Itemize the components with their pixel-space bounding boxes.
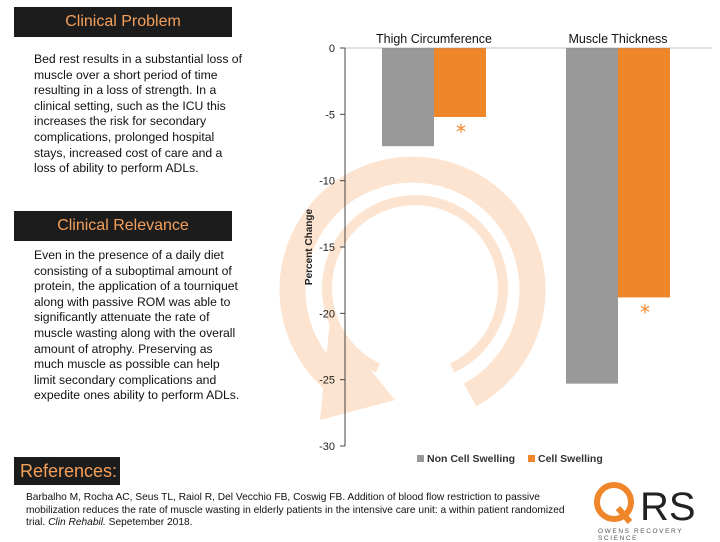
y-tick-label: -30	[319, 441, 335, 453]
clinical-problem-text: Bed rest results in a substantial loss o…	[34, 52, 242, 176]
significance-marker: *	[456, 120, 466, 144]
clinical-relevance-text: Even in the presence of a daily diet con…	[34, 248, 240, 403]
clinical-problem-header: Clinical Problem	[14, 7, 232, 37]
plot-area: 0 -5 -10 -15 -20 -25 -30 Percent Change Thigh Ci…	[304, 32, 712, 465]
significance-marker: *	[640, 300, 650, 324]
logo-q-icon	[594, 482, 634, 524]
y-tick-label: -5	[325, 109, 335, 121]
bar-non-cell-0	[382, 48, 434, 147]
reference-citation: Barbalho M, Rocha AC, Seus TL, Raiol R, …	[26, 492, 586, 530]
legend-label: Non Cell Swelling	[427, 453, 515, 465]
y-tick-label: -10	[319, 176, 335, 188]
logo-letters: RS	[640, 485, 696, 529]
category-label: Thigh Circumference	[376, 32, 492, 46]
references-header: References:	[14, 457, 120, 485]
y-tick-label: -25	[319, 375, 335, 387]
logo-subtitle: OWENS RECOVERY SCIENCE	[598, 528, 684, 542]
bar-cell-0	[434, 48, 486, 117]
legend-swatch	[528, 455, 535, 462]
y-tick-label: -15	[319, 242, 335, 254]
y-tick-label: 0	[329, 43, 335, 55]
bar-cell-1	[618, 48, 670, 298]
legend-label: Cell Swelling	[538, 453, 603, 465]
y-axis-label: Percent Change	[304, 208, 315, 285]
clinical-relevance-header: Clinical Relevance	[14, 211, 232, 241]
reference-date: Sepetember 2018.	[105, 517, 193, 529]
bar-non-cell-1	[566, 48, 618, 384]
reference-main: Barbalho M, Rocha AC, Seus TL, Raiol R, …	[26, 492, 565, 529]
category-label: Muscle Thickness	[568, 32, 667, 46]
reference-journal: Clin Rehabil.	[48, 517, 106, 529]
watermark-arrow-icon	[279, 156, 546, 420]
legend-swatch	[417, 455, 424, 462]
y-tick-label: -20	[319, 308, 335, 320]
owens-recovery-logo: RS	[594, 482, 696, 529]
